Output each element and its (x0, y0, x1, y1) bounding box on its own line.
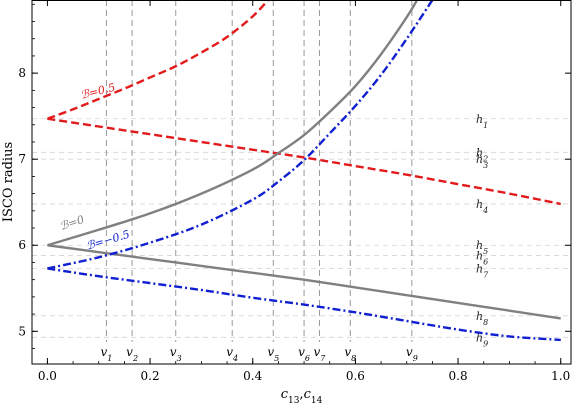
y-tick-label: 5 (18, 324, 26, 338)
vline-label-v1: v1 (100, 345, 112, 363)
x-axis-label: c13,c14 (281, 387, 323, 406)
hline-label-h7: h7 (476, 262, 489, 279)
vertical-reference-lines: v1 v2 v3 v4 v5 v6 v7 v8 v9 (100, 0, 418, 363)
hline-label-h4: h4 (476, 198, 488, 215)
vline-label-v6: v6 (298, 345, 310, 363)
hline-label-h9: h9 (476, 331, 488, 348)
vline-label-v3: v3 (170, 345, 182, 363)
y-axis-label: ISCO radius (1, 142, 16, 222)
x-tick-label: 0.6 (346, 369, 365, 383)
vline-label-v5: v5 (267, 345, 279, 363)
curve-label-2: ℬ=0 (58, 213, 86, 233)
hline-label-h8: h8 (476, 310, 488, 327)
hline-label-h3: h3 (476, 153, 488, 170)
curve-labels: ℬ=0.5ℬ=0ℬ=−0.5 (58, 81, 131, 253)
series-line-1 (47, 117, 561, 206)
axis-ticks: 0.0 0.2 0.4 0.6 0.8 1.0 5 6 7 8 (18, 0, 571, 383)
y-tick-label: 6 (18, 238, 26, 252)
series-line-3 (47, 244, 561, 320)
y-tick-label: 7 (18, 152, 26, 166)
x-tick-label: 0.2 (141, 369, 160, 383)
y-tick-label: 8 (18, 66, 26, 80)
vline-label-v4: v4 (226, 345, 238, 363)
series-line-0 (46, 0, 270, 120)
plot-frame (31, 0, 572, 365)
hline-label-h1: h1 (476, 113, 488, 130)
x-tick-label: 0.4 (243, 369, 262, 383)
hline-label-h2: h2 (476, 146, 488, 163)
hline-label-h6: h6 (476, 250, 488, 267)
series-line-4 (47, 0, 434, 270)
x-tick-label: 1.0 (551, 369, 570, 383)
vline-label-v7: v7 (314, 345, 327, 363)
series-line-5 (47, 267, 561, 342)
hline-label-h5: h5 (476, 239, 488, 256)
vline-label-v8: v8 (344, 345, 356, 363)
vline-label-v2: v2 (126, 345, 138, 363)
x-tick-label: 0.8 (449, 369, 468, 383)
x-tick-label: 0.0 (38, 369, 57, 383)
vline-label-v9: v9 (406, 345, 418, 363)
series-curves (46, 0, 561, 342)
series-line-2 (47, 0, 419, 247)
